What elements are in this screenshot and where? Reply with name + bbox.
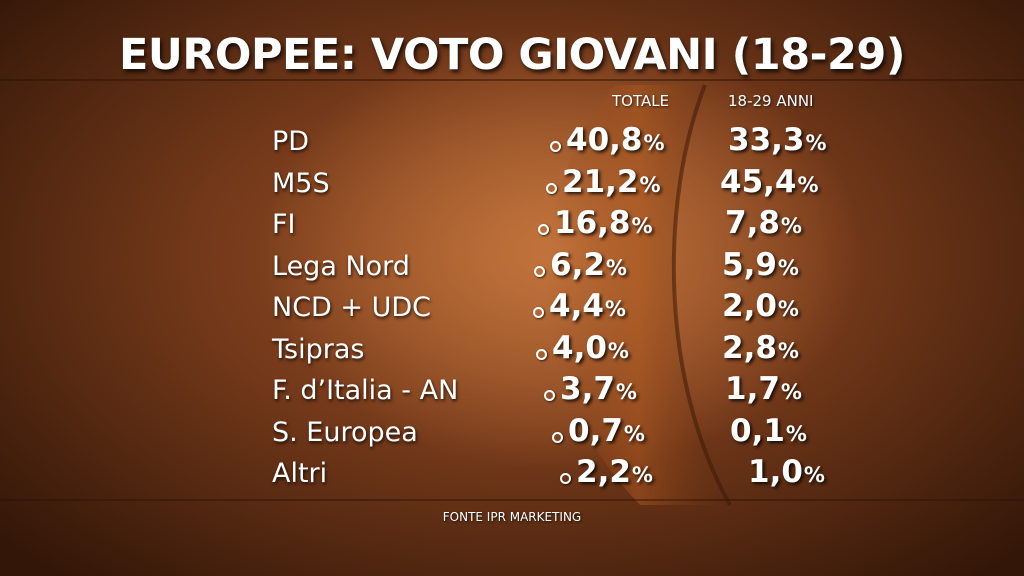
value-18-29-number: 1,0 [748, 454, 803, 490]
value-18-29-number: 7,8 [725, 205, 780, 241]
value-18-29-number: 5,9 [722, 246, 777, 283]
value-18-29-number: 2,8 [722, 329, 777, 366]
party-label: M5S [272, 167, 330, 199]
percent-sign: % [803, 463, 825, 487]
value-18-29: 5,9% [722, 246, 799, 283]
percent-sign: % [607, 338, 629, 363]
percent-sign: % [605, 255, 627, 280]
value-totale-number: 6,2 [550, 246, 605, 283]
bullet-icon [552, 431, 563, 443]
percent-sign: % [631, 214, 653, 238]
value-totale: 16,8% [554, 208, 653, 239]
bullet-icon [546, 182, 557, 194]
percent-sign: % [785, 421, 807, 446]
column-header-totale: TOTALE [612, 92, 670, 110]
percent-sign: % [639, 172, 661, 197]
curved-band-edge [671, 84, 732, 506]
bullet-icon [533, 307, 544, 318]
bullet-icon [538, 224, 549, 235]
percent-sign: % [631, 463, 653, 487]
value-18-29: 1,0% [748, 457, 825, 488]
value-18-29-number: 1,7 [725, 371, 780, 407]
value-totale-number: 40,8 [566, 122, 643, 158]
party-label: PD [272, 126, 310, 157]
party-label: S. Europea [272, 416, 418, 448]
value-totale-number: 3,7 [560, 371, 615, 407]
value-totale-number: 21,2 [562, 163, 639, 200]
value-totale: 3,7% [560, 374, 637, 405]
value-18-29-number: 2,0 [722, 288, 777, 324]
source-note: FONTE IPR MARKETING [442, 510, 582, 524]
bullet-icon [544, 390, 555, 401]
value-totale: 2,2% [576, 457, 653, 488]
percent-sign: % [797, 172, 819, 197]
value-18-29-number: 33,3 [728, 122, 805, 158]
value-totale-number: 4,4 [549, 288, 604, 324]
value-totale-number: 2,2 [576, 454, 631, 490]
value-totale: 4,0% [552, 329, 629, 366]
percent-sign: % [604, 297, 626, 321]
bullet-icon [534, 265, 545, 277]
column-header-18-29: 18-29 ANNI [728, 92, 814, 110]
percent-sign: % [615, 380, 637, 404]
value-18-29: 2,8% [722, 329, 799, 366]
value-totale: 40,8% [566, 125, 665, 156]
value-18-29: 2,0% [722, 291, 799, 322]
value-18-29: 0,1% [730, 412, 807, 449]
value-totale-number: 0,7 [568, 412, 623, 449]
percent-sign: % [805, 131, 827, 155]
value-totale-number: 4,0 [552, 329, 607, 366]
value-totale: 21,2% [562, 163, 661, 200]
party-label: Altri [272, 458, 328, 489]
party-label: F. d’Italia - AN [272, 375, 459, 406]
percent-sign: % [780, 214, 802, 238]
percent-sign: % [777, 338, 799, 363]
value-18-29-number: 45,4 [720, 163, 797, 200]
percent-sign: % [780, 380, 802, 404]
party-label: Lega Nord [272, 250, 410, 282]
percent-sign: % [777, 255, 799, 280]
value-18-29: 45,4% [720, 163, 819, 200]
percent-sign: % [777, 297, 799, 321]
party-label: FI [272, 209, 296, 240]
value-totale: 4,4% [549, 291, 626, 322]
value-18-29: 7,8% [725, 208, 802, 239]
value-18-29: 1,7% [725, 374, 802, 405]
chart-title: EUROPEE: VOTO GIOVANI (18-29) [119, 30, 905, 80]
value-totale-number: 16,8 [554, 205, 631, 241]
value-18-29-number: 0,1 [730, 412, 785, 449]
percent-sign: % [643, 131, 665, 155]
bullet-icon [550, 141, 561, 152]
value-18-29: 33,3% [728, 125, 827, 156]
value-totale: 6,2% [550, 246, 627, 283]
party-label: NCD + UDC [272, 292, 432, 323]
percent-sign: % [623, 421, 645, 446]
value-totale: 0,7% [568, 412, 645, 449]
party-label: Tsipras [272, 333, 365, 365]
bullet-icon [536, 348, 547, 360]
bullet-icon [560, 473, 571, 484]
curved-band [546, 85, 730, 505]
